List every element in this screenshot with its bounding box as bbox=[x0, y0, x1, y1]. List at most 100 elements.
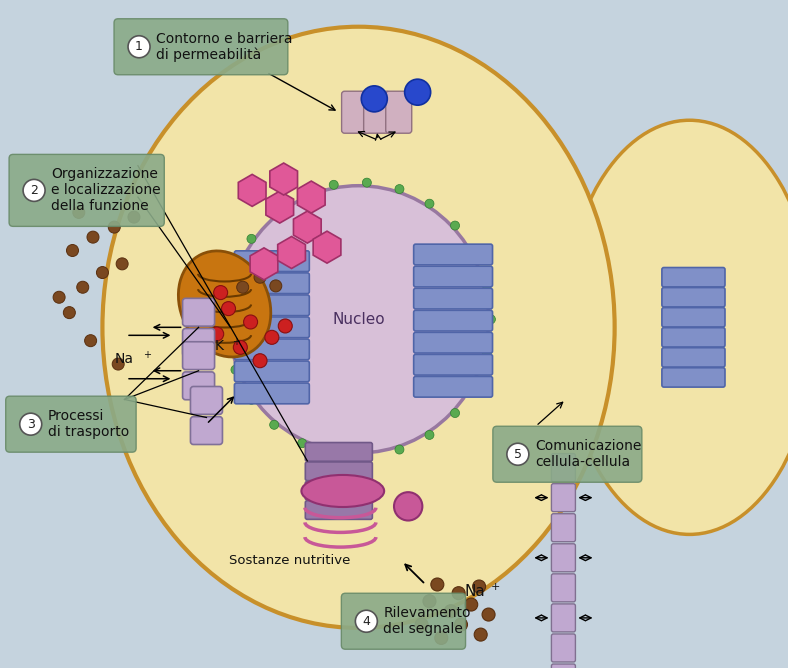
Circle shape bbox=[474, 628, 487, 641]
FancyBboxPatch shape bbox=[492, 426, 642, 482]
Circle shape bbox=[423, 595, 436, 608]
Circle shape bbox=[451, 409, 459, 418]
Circle shape bbox=[231, 365, 240, 374]
Circle shape bbox=[362, 452, 371, 460]
Circle shape bbox=[87, 231, 99, 243]
FancyBboxPatch shape bbox=[191, 387, 222, 414]
Circle shape bbox=[72, 206, 85, 218]
FancyBboxPatch shape bbox=[662, 268, 725, 287]
Text: 2: 2 bbox=[30, 184, 38, 197]
FancyBboxPatch shape bbox=[552, 664, 575, 668]
FancyBboxPatch shape bbox=[234, 317, 310, 337]
Circle shape bbox=[329, 450, 338, 458]
Circle shape bbox=[210, 327, 224, 341]
FancyBboxPatch shape bbox=[234, 383, 310, 403]
Circle shape bbox=[486, 315, 496, 324]
Text: 1: 1 bbox=[135, 40, 143, 53]
Text: 5: 5 bbox=[514, 448, 522, 461]
Polygon shape bbox=[269, 163, 298, 195]
Circle shape bbox=[214, 286, 228, 299]
FancyBboxPatch shape bbox=[305, 501, 373, 519]
Polygon shape bbox=[238, 174, 266, 206]
Circle shape bbox=[116, 258, 128, 270]
FancyBboxPatch shape bbox=[414, 244, 492, 265]
Text: Na: Na bbox=[115, 353, 134, 366]
Circle shape bbox=[269, 280, 282, 292]
FancyBboxPatch shape bbox=[414, 377, 492, 397]
FancyBboxPatch shape bbox=[341, 593, 466, 649]
FancyBboxPatch shape bbox=[414, 355, 492, 375]
Circle shape bbox=[405, 79, 430, 105]
FancyBboxPatch shape bbox=[386, 92, 411, 133]
Circle shape bbox=[223, 298, 232, 307]
Circle shape bbox=[20, 413, 42, 435]
FancyBboxPatch shape bbox=[414, 289, 492, 309]
Text: Nucleo: Nucleo bbox=[333, 312, 385, 327]
FancyBboxPatch shape bbox=[9, 154, 164, 226]
Circle shape bbox=[415, 618, 428, 631]
FancyBboxPatch shape bbox=[414, 333, 492, 353]
FancyBboxPatch shape bbox=[234, 339, 310, 359]
FancyBboxPatch shape bbox=[114, 19, 288, 75]
Polygon shape bbox=[313, 231, 341, 263]
Polygon shape bbox=[266, 191, 294, 223]
FancyBboxPatch shape bbox=[552, 544, 575, 572]
Circle shape bbox=[470, 381, 479, 389]
FancyBboxPatch shape bbox=[364, 92, 389, 133]
Text: cellula-cellula: cellula-cellula bbox=[535, 455, 630, 469]
Circle shape bbox=[128, 211, 140, 223]
Circle shape bbox=[444, 605, 457, 618]
Circle shape bbox=[63, 307, 76, 319]
Text: Rilevamento: Rilevamento bbox=[383, 607, 471, 621]
Circle shape bbox=[84, 335, 97, 347]
Circle shape bbox=[231, 265, 240, 273]
Circle shape bbox=[465, 598, 478, 611]
Circle shape bbox=[108, 221, 121, 233]
FancyBboxPatch shape bbox=[552, 454, 575, 482]
Circle shape bbox=[395, 184, 404, 194]
FancyBboxPatch shape bbox=[183, 372, 214, 399]
FancyBboxPatch shape bbox=[234, 273, 310, 293]
Circle shape bbox=[66, 244, 79, 257]
FancyBboxPatch shape bbox=[662, 348, 725, 367]
Circle shape bbox=[298, 191, 307, 200]
Circle shape bbox=[23, 180, 45, 201]
Circle shape bbox=[298, 439, 307, 448]
FancyBboxPatch shape bbox=[6, 396, 136, 452]
Text: della funzione: della funzione bbox=[51, 199, 149, 213]
Circle shape bbox=[96, 267, 109, 279]
Text: 3: 3 bbox=[27, 418, 35, 431]
FancyBboxPatch shape bbox=[342, 92, 367, 133]
Text: Comunicazione: Comunicazione bbox=[535, 440, 641, 454]
Circle shape bbox=[482, 349, 491, 358]
FancyBboxPatch shape bbox=[552, 484, 575, 512]
Circle shape bbox=[362, 86, 387, 112]
Circle shape bbox=[470, 249, 479, 258]
Circle shape bbox=[254, 271, 266, 283]
Text: +: + bbox=[232, 337, 240, 347]
Polygon shape bbox=[277, 236, 306, 269]
Text: Sostanze nutritive: Sostanze nutritive bbox=[229, 554, 351, 567]
FancyBboxPatch shape bbox=[662, 328, 725, 347]
Text: K: K bbox=[214, 339, 224, 353]
Circle shape bbox=[236, 281, 249, 293]
FancyBboxPatch shape bbox=[552, 514, 575, 542]
Circle shape bbox=[425, 430, 434, 440]
Circle shape bbox=[128, 36, 150, 57]
Ellipse shape bbox=[563, 120, 788, 534]
FancyBboxPatch shape bbox=[183, 342, 214, 369]
Text: Organizzazione: Organizzazione bbox=[51, 168, 158, 182]
Circle shape bbox=[507, 444, 529, 465]
Text: di permeabilità: di permeabilità bbox=[156, 47, 262, 62]
Circle shape bbox=[233, 341, 247, 354]
Circle shape bbox=[269, 209, 279, 218]
FancyBboxPatch shape bbox=[552, 634, 575, 662]
Text: Processi: Processi bbox=[48, 409, 104, 424]
Circle shape bbox=[278, 319, 292, 333]
Circle shape bbox=[329, 180, 338, 189]
Text: +: + bbox=[491, 582, 500, 591]
FancyBboxPatch shape bbox=[234, 295, 310, 315]
Polygon shape bbox=[293, 211, 322, 243]
Circle shape bbox=[451, 221, 459, 230]
Text: Na: Na bbox=[465, 584, 485, 599]
